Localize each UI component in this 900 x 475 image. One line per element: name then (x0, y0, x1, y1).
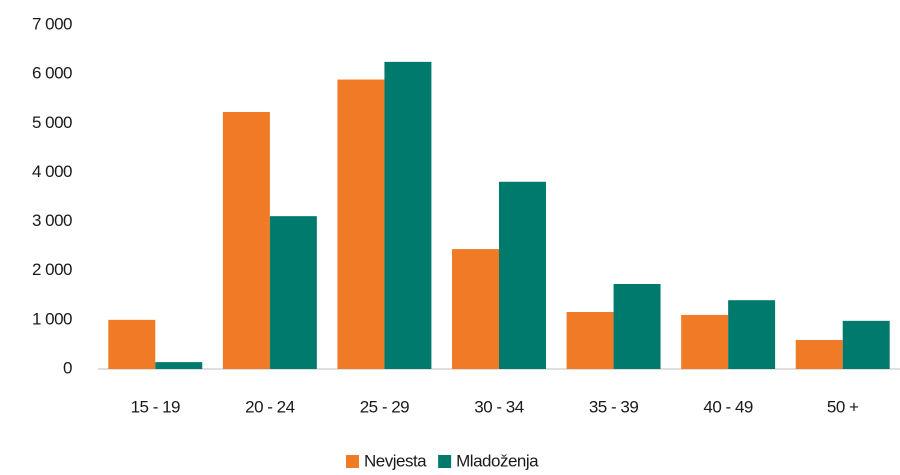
x-tick-label: 40 - 49 (703, 397, 752, 416)
bar (795, 340, 843, 369)
y-tick-label: 0 (63, 358, 72, 377)
bar (842, 320, 890, 369)
legend-label: Mladoženja (456, 451, 539, 470)
x-tick-label: 50 + (827, 397, 859, 416)
bar (681, 314, 729, 369)
bar (499, 181, 546, 369)
bar (566, 311, 614, 369)
bar (613, 283, 661, 369)
bar (222, 111, 270, 370)
y-tick-label: 2 000 (32, 260, 72, 279)
bar (728, 300, 776, 369)
y-tick-label: 6 000 (32, 64, 72, 83)
bar (155, 362, 203, 369)
y-tick-label: 5 000 (32, 113, 72, 132)
bar (452, 249, 499, 369)
legend-swatch (438, 455, 452, 468)
y-tick-label: 7 000 (32, 14, 72, 33)
y-tick-label: 3 000 (32, 211, 72, 230)
x-tick-label: 35 - 39 (589, 397, 638, 416)
bar (384, 61, 432, 369)
bar (108, 319, 156, 369)
x-tick-label: 15 - 19 (131, 397, 180, 416)
y-tick-label: 4 000 (32, 162, 72, 181)
x-tick-label: 20 - 24 (245, 397, 294, 416)
x-tick-label: 30 - 34 (474, 397, 523, 416)
x-tick-label: 25 - 29 (360, 397, 409, 416)
bar (269, 216, 317, 369)
legend-swatch (346, 455, 359, 468)
legend-label: Nevjesta (364, 451, 427, 470)
y-tick-label: 1 000 (32, 309, 72, 328)
bar (337, 79, 385, 369)
